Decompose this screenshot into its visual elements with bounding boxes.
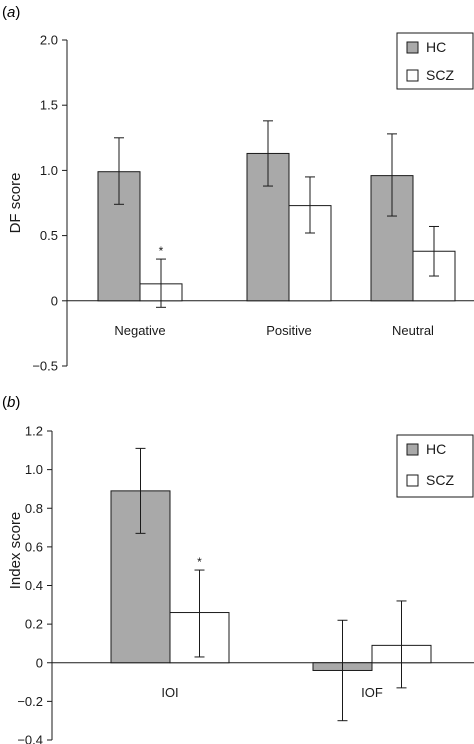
legend-swatch-hc: [406, 41, 419, 54]
significance-marker: *: [159, 244, 164, 258]
category-label: IOI: [161, 685, 178, 700]
y-tick-label: 0.2: [25, 617, 43, 632]
y-tick-label: 1.5: [40, 98, 58, 113]
y-tick-label: 1.0: [40, 163, 58, 178]
y-tick-label: −0.2: [17, 694, 43, 709]
y-tick-label: 0.6: [25, 539, 43, 554]
panel-a-label: (a): [2, 4, 20, 21]
y-axis-title: Index score: [7, 512, 24, 590]
significance-marker: *: [197, 555, 202, 569]
y-tick-label: −0.5: [32, 359, 58, 374]
y-axis-title: DF score: [7, 173, 24, 234]
legend-swatch-scz: [406, 474, 419, 487]
chart-b: 1.2 1.0 0.8 0.6 0.4 0.2 0 −0.2 −0.4 Index score * I…: [7, 424, 474, 744]
y-tick-label: 0.8: [25, 501, 43, 516]
legend-label-scz: SCZ: [426, 472, 454, 488]
chart-a: 2.0 1.5 1.0 0.5 0 −0.5 DF score * Negative Positi…: [7, 32, 474, 374]
y-tick-label: 0: [36, 655, 43, 670]
category-label: Neutral: [392, 323, 434, 338]
category-label: IOF: [361, 685, 383, 700]
category-label: Negative: [114, 323, 165, 338]
legend-label-scz: SCZ: [426, 67, 454, 83]
y-tick-label: 1.2: [25, 424, 43, 439]
y-tick-label: −0.4: [17, 733, 43, 744]
panel-b-label: (b): [2, 394, 20, 411]
y-tick-label: 1.0: [25, 462, 43, 477]
y-tick-label: 2.0: [40, 33, 58, 48]
legend-label-hc: HC: [426, 441, 446, 457]
y-tick-label: 0.4: [25, 578, 43, 593]
legend-swatch-hc: [406, 443, 419, 456]
category-label: Positive: [266, 323, 312, 338]
legend-label-hc: HC: [426, 39, 446, 55]
legend-swatch-scz: [406, 69, 419, 82]
y-tick-label: 0.5: [40, 228, 58, 243]
y-tick-label: 0: [51, 293, 58, 308]
